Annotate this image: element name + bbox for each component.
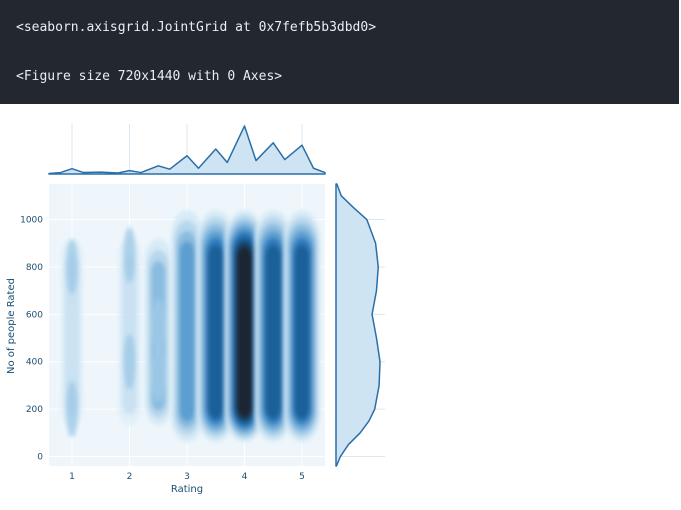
kde-peak-0-1 (66, 239, 78, 295)
kde-contour-6-5 (265, 245, 281, 419)
kde-peak-0-0 (66, 381, 78, 437)
x-tick-label-0: 1 (69, 472, 75, 482)
kde-contour-5-7 (237, 247, 253, 418)
x-tick-label-3: 4 (242, 472, 248, 482)
kde-contour-3-3 (179, 241, 194, 421)
y-tick-label-5: 1000 (20, 216, 43, 226)
y-tick-label-2: 400 (26, 358, 43, 368)
kde-peak-1-0 (123, 334, 135, 390)
y-axis-label: No of people Rated (6, 278, 17, 374)
kde-contour-4-5 (208, 245, 224, 419)
x-tick-label-2: 3 (184, 472, 190, 482)
joint-kde-plot: 1 2 3 4 5 0 200 400 600 800 1000 Rating No of peo… (0, 104, 400, 504)
cell-output: <seaborn.axisgrid.JointGrid at 0x7fefb5b… (0, 0, 679, 104)
kde-band-1 (118, 227, 141, 426)
output-line-figure-size: <Figure size 720x1440 with 0 Axes> (16, 69, 282, 84)
x-axis-label: Rating (171, 484, 203, 495)
y-tick-label-3: 600 (26, 310, 43, 320)
output-line-jointgrid: <seaborn.axisgrid.JointGrid at 0x7fefb5b… (16, 20, 376, 35)
kde-peak-1-1 (123, 227, 135, 283)
kde-band-0 (61, 239, 84, 438)
y-tick-label-4: 800 (26, 263, 43, 273)
x-tick-label-4: 5 (299, 472, 305, 482)
marginal-y-kde (336, 184, 380, 466)
right-marginal (336, 184, 385, 466)
kde-peak-2-1 (151, 346, 166, 402)
kde-band-2 (145, 239, 172, 426)
y-axis-ticks: 0 200 400 600 800 1000 (20, 216, 43, 463)
kde-band-7 (284, 210, 320, 442)
y-tick-label-1: 200 (26, 405, 43, 415)
top-marginal (49, 124, 325, 174)
x-tick-label-1: 2 (127, 472, 133, 482)
x-axis-ticks: 1 2 3 4 5 (69, 472, 305, 482)
kde-contour-7-5 (294, 245, 309, 419)
y-tick-label-0: 0 (37, 453, 43, 463)
